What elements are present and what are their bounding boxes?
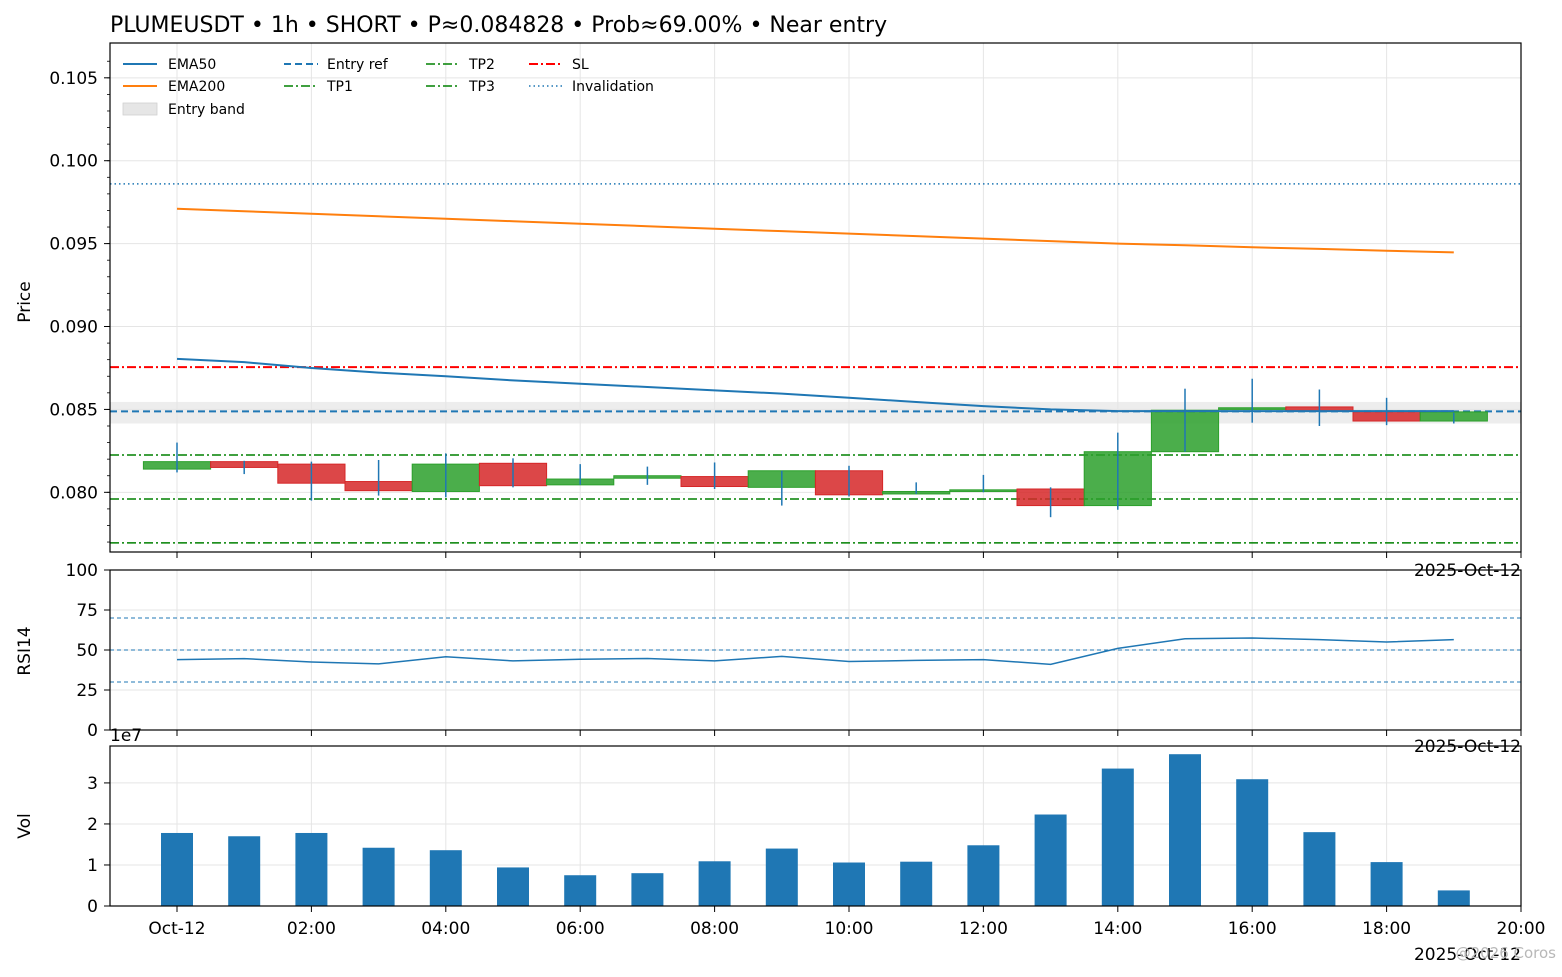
volume-bar — [967, 845, 1000, 906]
y-tick-label: 1 — [87, 856, 98, 876]
y-tick-label: 0.090 — [49, 318, 98, 338]
volume-panel: 0 1 2 3 Oct-12 02:00 04:00 06:00 08:00 10:00 12:0… — [15, 726, 1546, 965]
volume-x-ticks: Oct-12 02:00 04:00 06:00 08:00 10:00 12:00 14:0… — [148, 906, 1546, 939]
x-tick-label: Oct-12 — [148, 919, 205, 939]
legend-ema200: EMA200 — [168, 79, 225, 95]
volume-bar — [1236, 779, 1269, 906]
volume-bar — [564, 875, 597, 906]
legend-tp3: TP3 — [468, 79, 495, 95]
y-tick-label: 0.105 — [49, 69, 98, 89]
legend-entry-band-swatch — [122, 102, 158, 116]
x-tick-label: 02:00 — [287, 919, 336, 939]
volume-bar — [228, 836, 261, 906]
volume-date-offset: 2025-Oct-12 — [1414, 945, 1521, 965]
volume-bar — [362, 847, 395, 906]
price-y-label: Price — [15, 281, 35, 322]
volume-bars — [161, 754, 1470, 906]
price-x-ticks — [176, 552, 1522, 558]
legend-ema50: EMA50 — [168, 57, 216, 73]
volume-y-ticks: 0 1 2 3 — [87, 774, 110, 917]
volume-bar — [1370, 862, 1403, 906]
legend-tp2: TP2 — [468, 57, 495, 73]
volume-bar — [1437, 890, 1470, 906]
x-tick-label: 14:00 — [1093, 919, 1142, 939]
x-tick-label: 08:00 — [690, 919, 739, 939]
ema200-line — [176, 207, 1454, 254]
y-tick-label: 50 — [76, 641, 98, 661]
rsi-x-ticks — [176, 730, 1522, 736]
x-tick-label: 04:00 — [421, 919, 470, 939]
volume-bar — [765, 848, 798, 906]
volume-bar — [698, 861, 731, 906]
y-tick-label: 0.085 — [49, 400, 98, 420]
legend: EMA50 EMA200 Entry band Entry ref TP1 TP… — [122, 57, 654, 118]
volume-y-label: Vol — [15, 813, 35, 838]
price-levels — [110, 183, 1521, 544]
x-tick-label: 18:00 — [1362, 919, 1411, 939]
y-tick-label: 100 — [66, 561, 98, 581]
y-tick-label: 0.100 — [49, 152, 98, 172]
x-tick-label: 20:00 — [1497, 919, 1546, 939]
ema50-line — [176, 357, 1454, 413]
y-tick-label: 0.080 — [49, 483, 98, 503]
legend-entry-ref: Entry ref — [327, 57, 389, 73]
rsi-y-label: RSI14 — [15, 626, 35, 675]
volume-bar — [295, 832, 328, 906]
price-axes-frame — [109, 42, 1522, 553]
y-tick-label: 0.095 — [49, 235, 98, 255]
volume-bar — [833, 862, 865, 906]
rsi-y-ticks: 0 25 50 75 100 — [66, 561, 110, 741]
price-panel: 0.080 0.085 0.090 0.095 0.100 0.105 Price 202… — [15, 42, 1522, 581]
rsi-line — [176, 637, 1454, 666]
volume-bar — [900, 861, 933, 906]
volume-bar — [1101, 768, 1134, 906]
y-tick-label: 3 — [87, 774, 98, 794]
y-tick-label: 2 — [87, 815, 98, 835]
volume-axes-frame — [109, 745, 1522, 907]
watermark-text: @2026 Coros — [1456, 944, 1557, 962]
y-tick-label: 0 — [87, 721, 98, 741]
x-tick-label: 12:00 — [959, 919, 1008, 939]
volume-bar — [1303, 832, 1336, 906]
x-tick-label: 10:00 — [825, 919, 874, 939]
price-y-ticks: 0.080 0.085 0.090 0.095 0.100 0.105 — [49, 60, 110, 543]
entry-band-area — [110, 401, 1521, 424]
volume-bar — [1034, 814, 1067, 906]
volume-bar — [497, 867, 529, 906]
y-tick-label: 0 — [87, 897, 98, 917]
candles — [142, 378, 1488, 518]
rsi-date-offset: 2025-Oct-12 — [1414, 737, 1521, 757]
volume-bar — [1169, 754, 1201, 906]
legend-tp1: TP1 — [326, 79, 353, 95]
volume-bar — [161, 832, 193, 906]
x-tick-label: 06:00 — [556, 919, 605, 939]
volume-scale-label: 1e7 — [110, 726, 142, 746]
legend-invalidation: Invalidation — [572, 79, 654, 95]
rsi-panel: 0 25 50 75 100 RSI14 2025-Oct-12 — [15, 561, 1522, 757]
legend-sl: SL — [572, 57, 589, 73]
y-tick-label: 25 — [76, 681, 98, 701]
price-date-offset: 2025-Oct-12 — [1414, 561, 1521, 581]
volume-bar — [631, 873, 664, 906]
x-tick-label: 16:00 — [1228, 919, 1277, 939]
legend-entry-band: Entry band — [168, 102, 245, 118]
rsi-axes-frame — [109, 569, 1522, 731]
volume-bar — [429, 850, 462, 906]
chart-title: PLUMEUSDT • 1h • SHORT • P≈0.084828 • Pr… — [110, 13, 887, 38]
y-tick-label: 75 — [76, 601, 98, 621]
